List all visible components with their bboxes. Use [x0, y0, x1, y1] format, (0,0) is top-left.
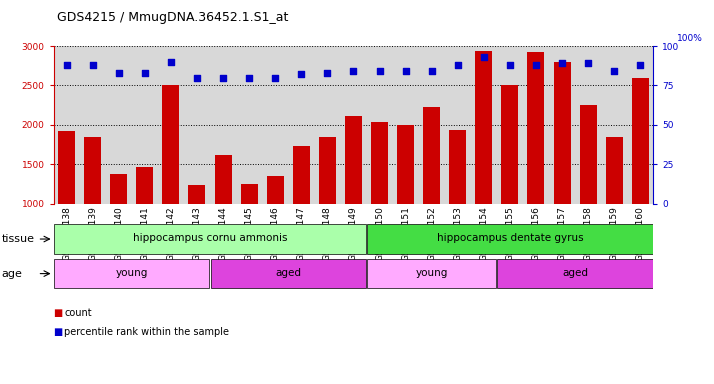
- Point: [87, 62, 99, 68]
- Bar: [580, 105, 597, 204]
- Text: aged: aged: [275, 268, 301, 278]
- Bar: [632, 78, 649, 204]
- Text: 100%: 100%: [678, 34, 703, 43]
- Text: ■: ■: [54, 327, 63, 337]
- Bar: [423, 108, 440, 204]
- Point: [452, 62, 463, 68]
- Point: [583, 60, 594, 66]
- Bar: [267, 176, 283, 204]
- Bar: [136, 167, 154, 204]
- Bar: [498, 259, 653, 288]
- Point: [113, 70, 124, 76]
- Bar: [319, 137, 336, 204]
- Point: [478, 54, 490, 60]
- Bar: [528, 52, 545, 204]
- Point: [504, 62, 516, 68]
- Point: [61, 62, 72, 68]
- Bar: [110, 174, 127, 204]
- Text: count: count: [64, 308, 92, 318]
- Bar: [54, 259, 209, 288]
- Text: aged: aged: [562, 268, 588, 278]
- Point: [139, 70, 151, 76]
- Text: young: young: [416, 268, 448, 278]
- Bar: [188, 185, 206, 204]
- Text: tissue: tissue: [1, 234, 34, 244]
- Point: [608, 68, 620, 74]
- Text: ■: ■: [54, 308, 63, 318]
- Point: [400, 68, 411, 74]
- Bar: [605, 137, 623, 204]
- Bar: [54, 224, 366, 254]
- Bar: [84, 137, 101, 204]
- Bar: [397, 125, 414, 204]
- Bar: [501, 84, 518, 204]
- Point: [426, 68, 438, 74]
- Text: hippocampus dentate gyrus: hippocampus dentate gyrus: [436, 233, 583, 243]
- Point: [348, 68, 359, 74]
- Bar: [211, 259, 366, 288]
- Point: [531, 62, 542, 68]
- Bar: [293, 146, 310, 204]
- Bar: [367, 259, 496, 288]
- Point: [374, 68, 386, 74]
- Bar: [162, 86, 179, 204]
- Point: [269, 74, 281, 81]
- Text: age: age: [1, 268, 22, 279]
- Bar: [367, 224, 653, 254]
- Bar: [476, 51, 492, 204]
- Bar: [345, 116, 362, 204]
- Point: [321, 70, 333, 76]
- Bar: [58, 131, 75, 204]
- Text: GDS4215 / MmugDNA.36452.1.S1_at: GDS4215 / MmugDNA.36452.1.S1_at: [57, 11, 288, 24]
- Point: [243, 74, 255, 81]
- Point: [165, 59, 176, 65]
- Point: [296, 71, 307, 78]
- Bar: [371, 122, 388, 204]
- Point: [191, 74, 203, 81]
- Bar: [215, 155, 231, 204]
- Point: [556, 60, 568, 66]
- Text: hippocampus cornu ammonis: hippocampus cornu ammonis: [133, 233, 287, 243]
- Text: young: young: [116, 268, 148, 278]
- Point: [217, 74, 228, 81]
- Bar: [241, 184, 258, 204]
- Text: percentile rank within the sample: percentile rank within the sample: [64, 327, 229, 337]
- Point: [635, 62, 646, 68]
- Bar: [553, 62, 570, 204]
- Bar: [449, 130, 466, 204]
